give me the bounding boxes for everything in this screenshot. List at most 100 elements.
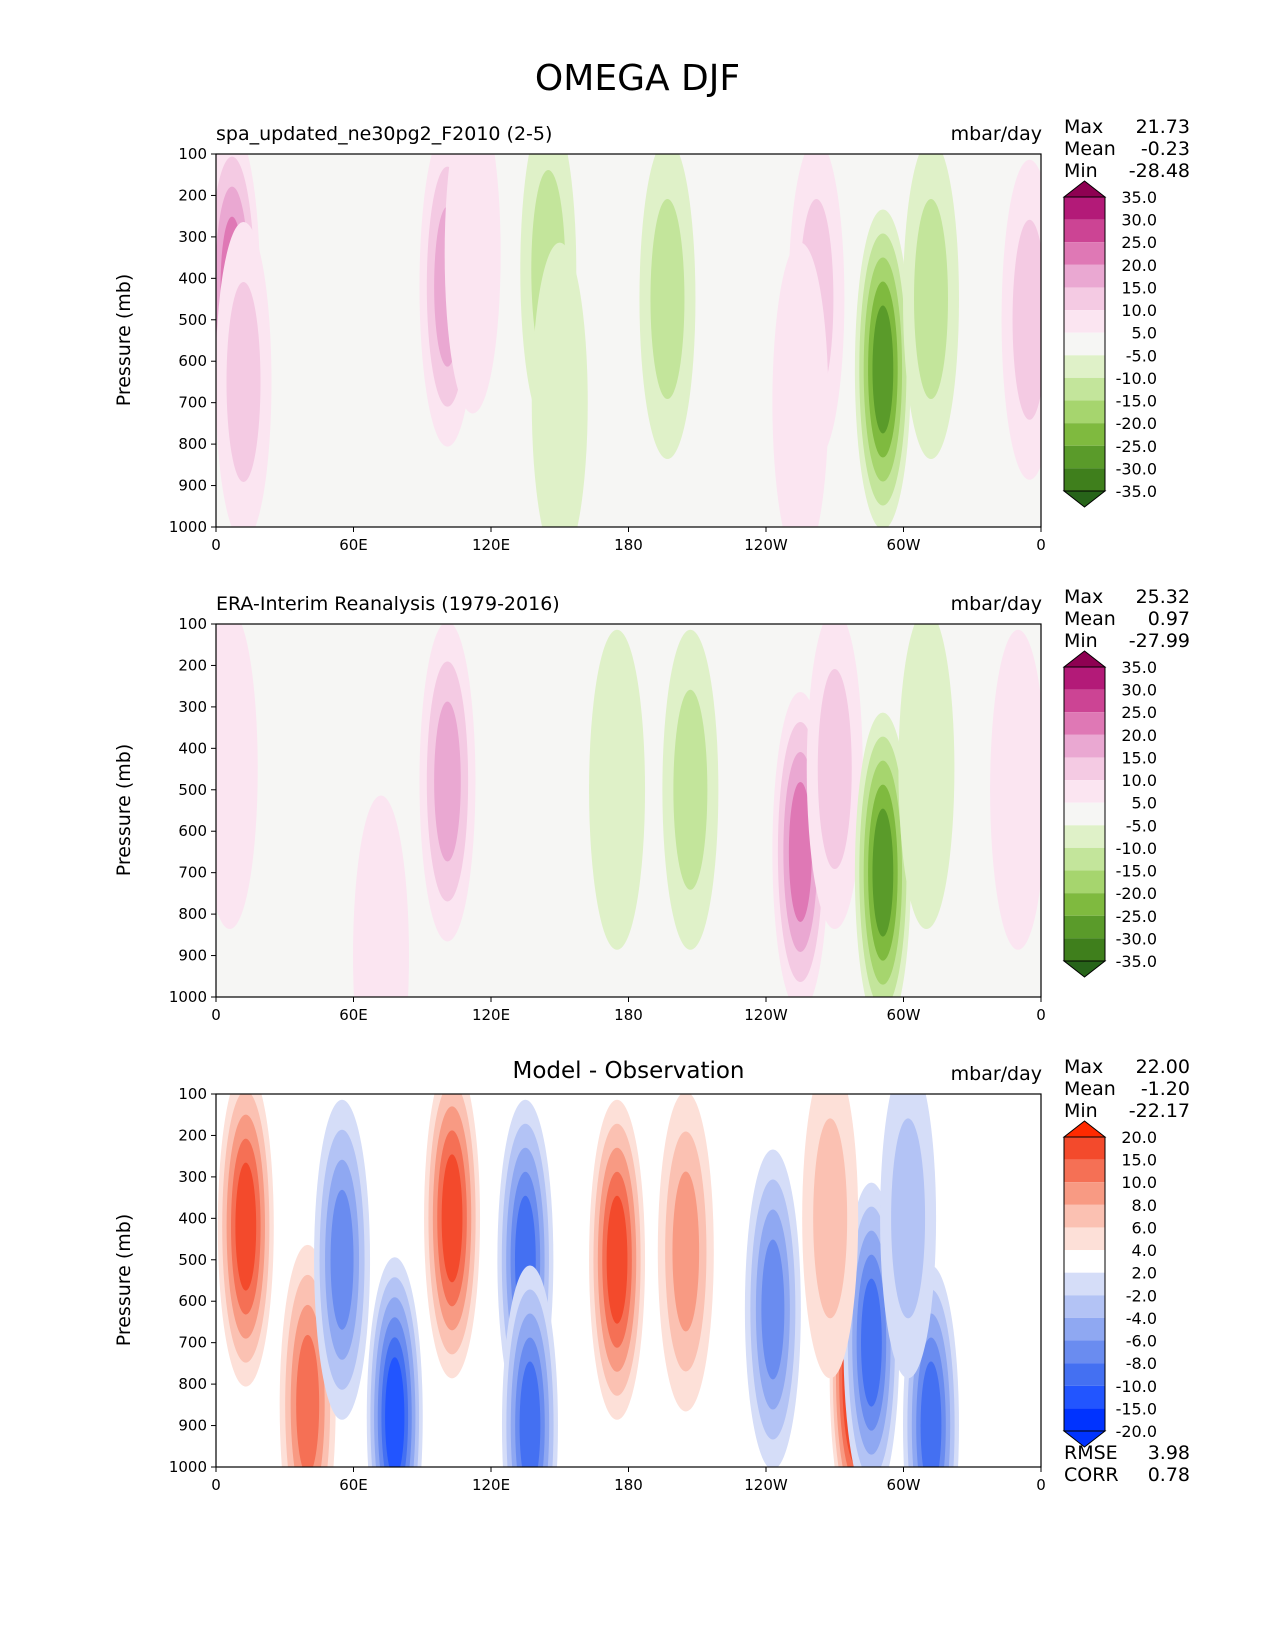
contour-feature-3 [589,629,646,950]
stat-min-value: -28.48 [1128,160,1190,182]
colorbar-segment [1064,355,1105,378]
x-tick-label: 120E [472,1006,510,1024]
x-tick-label: 120W [744,536,788,554]
colorbar-tick-label: -6.0 [1126,1332,1157,1351]
colorbar-tick-label: -20.0 [1116,414,1157,433]
contour-feature-9 [990,629,1041,950]
stat-min-value: -27.99 [1128,630,1190,652]
y-tick-label: 300 [178,698,207,716]
y-tick-label: 1000 [169,518,207,536]
colorbar-tick-label: 5.0 [1132,324,1157,343]
units-label: mbar/day [950,1063,1042,1085]
colorbar-segment [1064,1159,1105,1183]
x-tick-label: 60W [887,1476,921,1494]
x-tick-label: 0 [211,1476,221,1494]
x-tick-label: 120E [472,1476,510,1494]
contour-feature-8 [772,242,829,527]
colorbar-tick-label: 15.0 [1121,748,1157,767]
colorbar-tick-label: -30.0 [1116,929,1157,948]
x-tick-label: 0 [211,1006,221,1024]
x-tick-label: 60W [887,536,921,554]
colorbar-segment [1064,197,1105,220]
y-tick-label: 1000 [169,1458,207,1476]
units-label: mbar/day [950,123,1042,145]
colorbar-tick-label: -10.0 [1116,369,1157,388]
colorbar-tick-label: -10.0 [1116,1377,1157,1396]
colorbar-tick-label: -35.0 [1116,482,1157,501]
stat-max-label: Max [1064,116,1104,138]
colorbar-segment [1064,825,1105,848]
y-tick-label: 600 [178,1292,207,1310]
colorbar-frame [1063,196,1106,492]
stat-max-value: 22.00 [1135,1056,1190,1078]
contour-feature-7 [872,808,894,937]
colorbar-tick-label: 15.0 [1121,1151,1157,1170]
stat-mean-label: Mean [1064,1078,1116,1100]
colorbar-tick-label: -20.0 [1116,1422,1157,1441]
y-tick-label: 900 [178,1417,207,1435]
stat-min-label: Min [1064,160,1098,182]
panel-title: spa_updated_ne30pg2_F2010 (2-5) [216,123,553,145]
y-tick-label: 800 [178,905,207,923]
x-tick-label: 120W [744,1476,788,1494]
colorbar-tick-label: 8.0 [1132,1196,1157,1215]
y-tick-label: 500 [178,781,207,799]
x-tick-label: 180 [614,1006,643,1024]
colorbar-tick-label: 20.0 [1121,1128,1157,1147]
x-tick-label: 60E [339,1006,368,1024]
y-tick-label: 200 [178,656,207,674]
stat-mean-label: Mean [1064,608,1116,630]
colorbar-tick-label: -15.0 [1116,392,1157,411]
y-tick-label: 900 [178,947,207,965]
y-tick-label: 700 [178,864,207,882]
contour-feature-8 [672,1171,700,1332]
y-tick-label: 500 [178,311,207,329]
contour-fields [216,624,1041,997]
x-tick-label: 180 [614,536,643,554]
y-tick-label: 800 [178,435,207,453]
x-tick-label: 0 [1036,1006,1046,1024]
x-tick-label: 120W [744,1006,788,1024]
colorbar-tick-label: -25.0 [1116,907,1157,926]
colorbar-segment [1064,1363,1105,1386]
stat-mean-label: Mean [1064,138,1116,160]
stat-max-value: 25.32 [1135,586,1190,608]
contour-feature-3 [444,154,501,414]
contour-feature-9 [761,1239,785,1380]
metric-rmse-label: RMSE [1064,1442,1118,1464]
contour-feature-11 [861,1278,882,1407]
colorbar-tick-label: 5.0 [1132,794,1157,813]
colorbar-tick-label: 25.0 [1121,233,1157,252]
colorbar-segment [1064,734,1105,758]
contour-feature-10 [914,199,948,400]
colorbar-tick-label: 20.0 [1121,256,1157,275]
y-tick-label: 200 [178,1126,207,1144]
contour-feature-3 [385,1357,405,1467]
colorbar-segment [1064,757,1105,781]
colorbar-tick-label: -5.0 [1126,346,1157,365]
y-tick-label: 200 [178,186,207,204]
colorbar-tick-label: -35.0 [1116,952,1157,971]
panel-title: ERA-Interim Reanalysis (1979-2016) [216,593,560,615]
y-tick-label: 300 [178,1168,207,1186]
colorbar-segment [1064,1250,1105,1273]
contour-feature-4 [673,689,708,890]
colorbar-tick-label: 30.0 [1121,681,1157,700]
contour-feature-11 [1012,219,1041,420]
y-tick-label: 600 [178,352,207,370]
colorbar-segment [1064,870,1105,894]
stat-max-label: Max [1064,586,1104,608]
colorbar-tick-label: -30.0 [1116,459,1157,478]
stat-max-label: Max [1064,1056,1104,1078]
colorbar-segment [1064,1385,1105,1409]
colorbar-segment [1064,1137,1105,1160]
x-tick-label: 0 [1036,536,1046,554]
page-title: OMEGA DJF [534,58,741,99]
contour-feature-1 [296,1334,320,1467]
x-tick-label: 60E [339,536,368,554]
colorbar-tick-label: -5.0 [1126,816,1157,835]
x-tick-label: 0 [1036,1476,1046,1494]
colorbar-extend-top [1062,180,1107,198]
